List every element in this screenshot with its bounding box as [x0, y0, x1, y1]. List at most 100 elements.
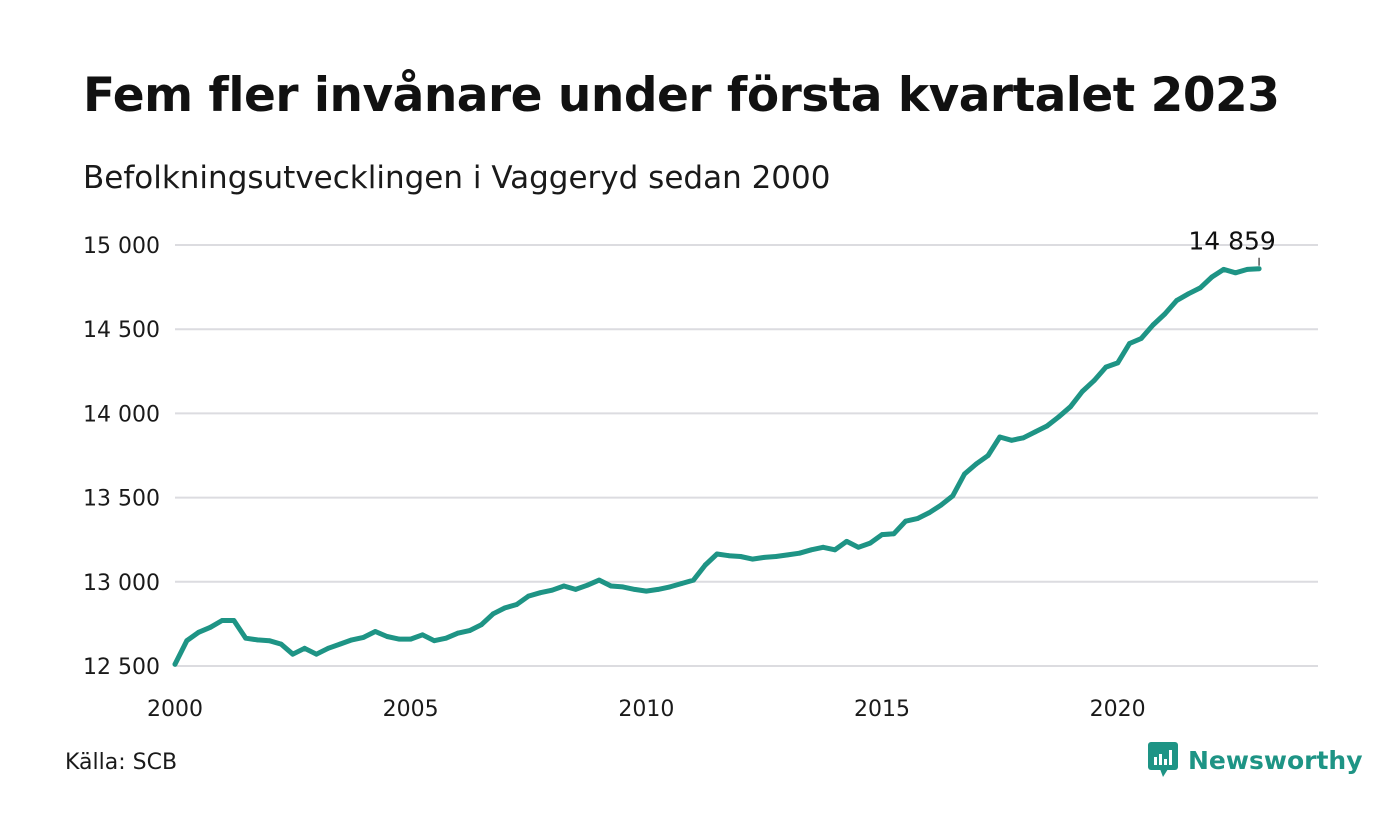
data-point: [926, 510, 932, 516]
data-point: [1032, 429, 1038, 435]
data-point: [879, 532, 885, 538]
data-point: [797, 550, 802, 556]
data-point: [738, 554, 744, 559]
data-point: [231, 618, 237, 623]
data-point: [844, 538, 850, 544]
data-point: [1221, 267, 1227, 272]
y-tick-label: 12 500: [83, 655, 160, 680]
data-point: [1068, 404, 1073, 410]
data-point: [443, 635, 449, 641]
data-point: [702, 562, 708, 568]
series-line: [172, 266, 1262, 667]
data-point: [1185, 291, 1191, 297]
data-point: [243, 635, 249, 641]
data-point: [207, 624, 213, 630]
data-point: [431, 638, 437, 644]
newsworthy-logo-icon: [1148, 742, 1178, 777]
data-point: [891, 531, 897, 537]
x-tick-label: 2015: [854, 697, 910, 722]
data-point: [384, 634, 390, 639]
data-point: [455, 630, 461, 636]
data-point: [172, 661, 178, 667]
data-point: [255, 637, 260, 643]
data-point: [1150, 322, 1156, 328]
data-point: [290, 651, 296, 657]
data-point: [573, 586, 579, 592]
data-point: [1044, 423, 1050, 429]
data-point: [325, 645, 331, 651]
data-point: [314, 651, 319, 657]
data-point: [420, 632, 425, 638]
data-point: [1091, 378, 1097, 383]
x-tick-label: 2020: [1090, 697, 1146, 722]
data-point: [985, 453, 991, 458]
y-tick-label: 13 000: [83, 571, 160, 596]
data-point: [608, 583, 614, 589]
annotation-group: 14 859: [1188, 227, 1276, 266]
data-point: [585, 582, 590, 588]
y-tick-label: 13 500: [83, 487, 160, 512]
data-point: [490, 611, 496, 617]
data-point: [396, 636, 402, 642]
data-point: [726, 553, 732, 559]
data-point: [856, 544, 861, 550]
data-point: [785, 552, 791, 558]
y-tick-label: 14 000: [83, 402, 160, 427]
y-tick-label: 14 500: [83, 318, 160, 343]
x-tick-label: 2010: [618, 697, 674, 722]
data-point: [691, 577, 696, 583]
data-point: [962, 471, 967, 477]
data-point: [749, 556, 755, 562]
data-point: [1021, 435, 1026, 441]
data-point: [184, 638, 190, 644]
data-point: [820, 544, 826, 550]
data-point: [349, 637, 355, 643]
data-point: [773, 554, 779, 559]
data-point: [667, 584, 673, 590]
data-point: [1244, 267, 1250, 272]
data-point: [655, 586, 661, 592]
data-point: [478, 622, 484, 628]
data-point: [914, 516, 920, 522]
data-point: [549, 587, 555, 593]
data-point: [832, 547, 838, 553]
data-point: [514, 602, 520, 607]
data-point: [867, 540, 873, 546]
data-point: [714, 551, 720, 557]
data-point: [196, 629, 201, 635]
data-point: [938, 502, 944, 508]
data-point: [337, 641, 343, 647]
data-point: [302, 645, 308, 651]
data-point: [632, 586, 637, 592]
source-note: Källa: SCB: [65, 750, 178, 775]
data-point: [1197, 285, 1203, 291]
data-point: [903, 518, 908, 524]
data-point: [643, 588, 649, 594]
data-point: [502, 605, 508, 611]
data-point: [1056, 414, 1062, 420]
data-point: [278, 641, 284, 647]
data-point: [596, 577, 602, 583]
data-point: [1233, 270, 1238, 276]
data-point: [1138, 336, 1144, 341]
data-point: [950, 493, 956, 499]
data-point: [372, 629, 378, 634]
data-point: [1256, 266, 1262, 272]
data-point: [761, 554, 767, 560]
x-tick-label: 2000: [147, 697, 203, 722]
data-point: [808, 547, 814, 553]
data-point: [361, 634, 366, 640]
gridlines: [175, 244, 1318, 667]
data-point: [973, 461, 979, 467]
data-point: [467, 628, 472, 634]
data-point: [1009, 437, 1015, 443]
series-group: [172, 266, 1262, 667]
data-point: [408, 636, 414, 642]
data-point: [1174, 298, 1179, 303]
data-point: [620, 584, 626, 590]
data-point: [1209, 274, 1215, 280]
y-tick-label: 15 000: [83, 234, 160, 259]
y-axis-ticks: 12 500 13 000 13 500 14 000 14 500 15 000: [83, 234, 160, 680]
data-point: [561, 583, 567, 589]
x-tick-label: 2005: [383, 697, 439, 722]
